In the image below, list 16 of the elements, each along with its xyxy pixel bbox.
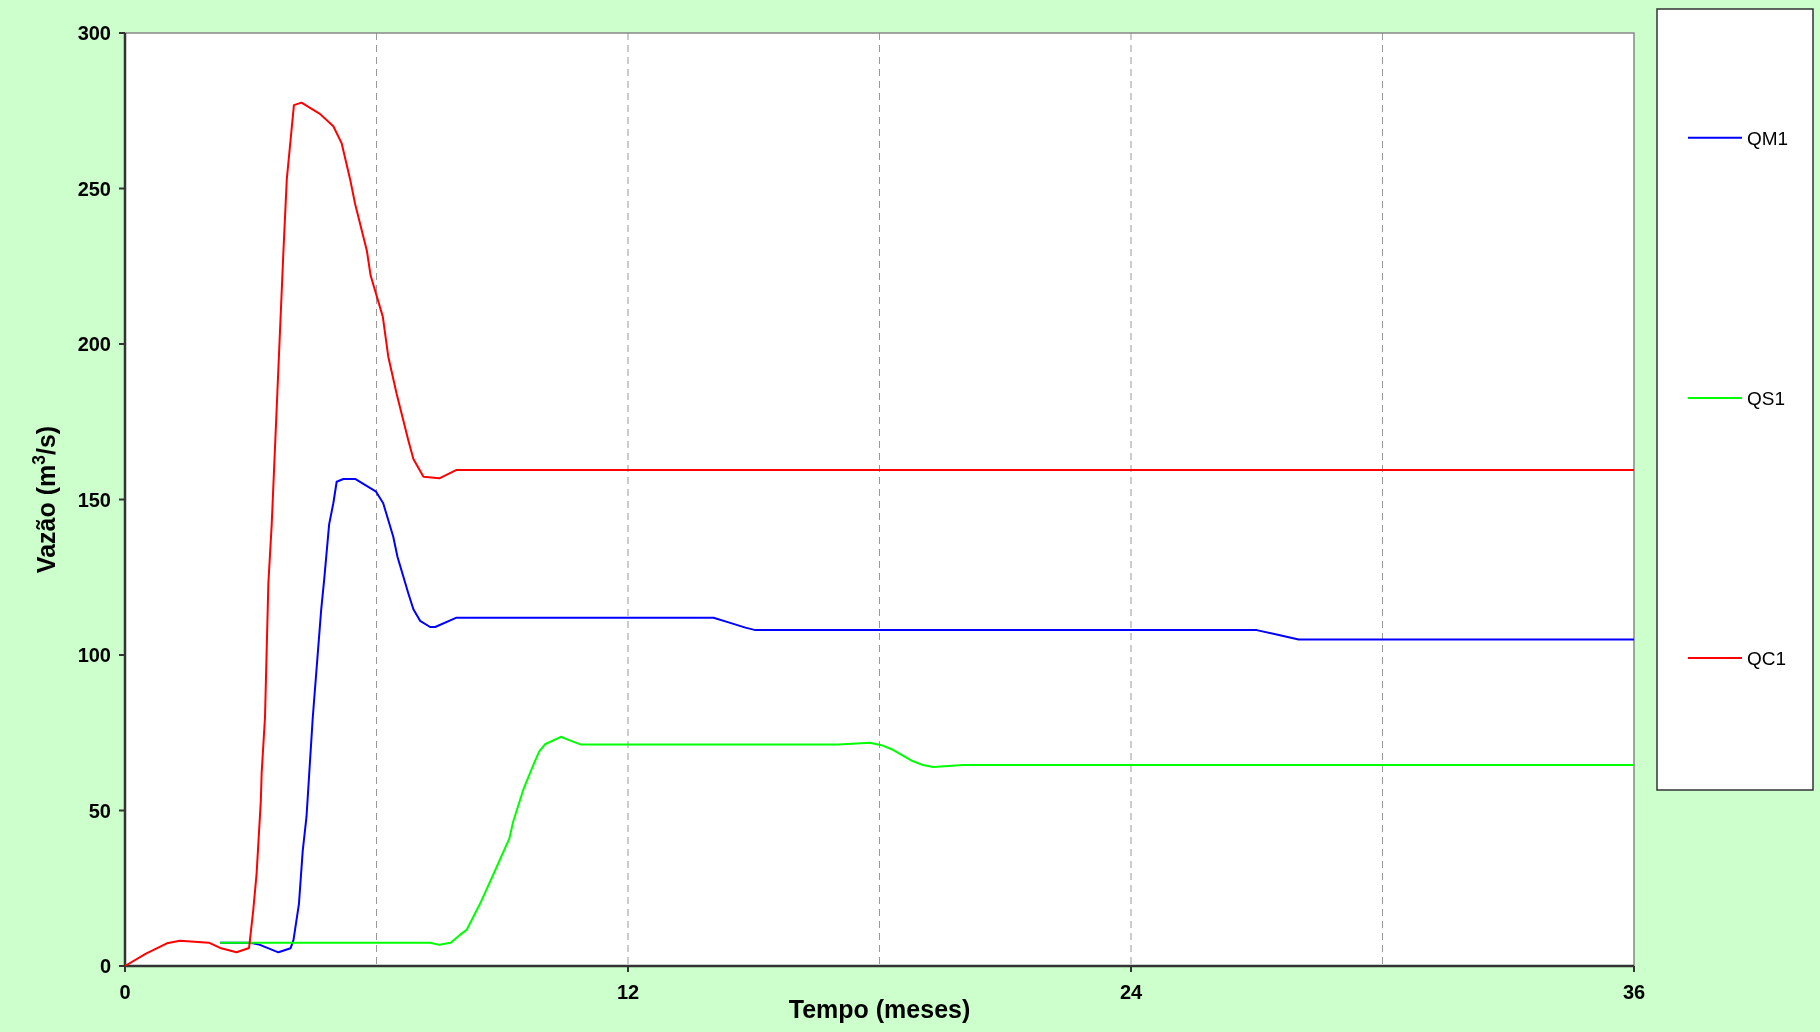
y-tick-label: 100 xyxy=(77,644,111,666)
y-tick-label: 150 xyxy=(77,488,111,511)
x-tick-label: 24 xyxy=(1119,981,1143,1003)
line-series xyxy=(219,735,1635,946)
y-tick-label: 0 xyxy=(99,955,111,977)
y-tick-label: 250 xyxy=(77,177,111,200)
legend-label: QM1 xyxy=(1747,127,1789,149)
legend-label: QS1 xyxy=(1747,387,1786,409)
y-tick-label: 50 xyxy=(88,799,111,822)
x-tick-label: 12 xyxy=(616,981,640,1003)
legend-label: QC1 xyxy=(1747,648,1787,670)
x-tick-label: 36 xyxy=(1622,981,1646,1003)
y-tick-label: 300 xyxy=(77,22,111,44)
y-tick-label: 200 xyxy=(77,333,111,355)
x-tick-label: 0 xyxy=(119,981,131,1003)
x-axis-title: Tempo (meses) xyxy=(788,995,971,1023)
